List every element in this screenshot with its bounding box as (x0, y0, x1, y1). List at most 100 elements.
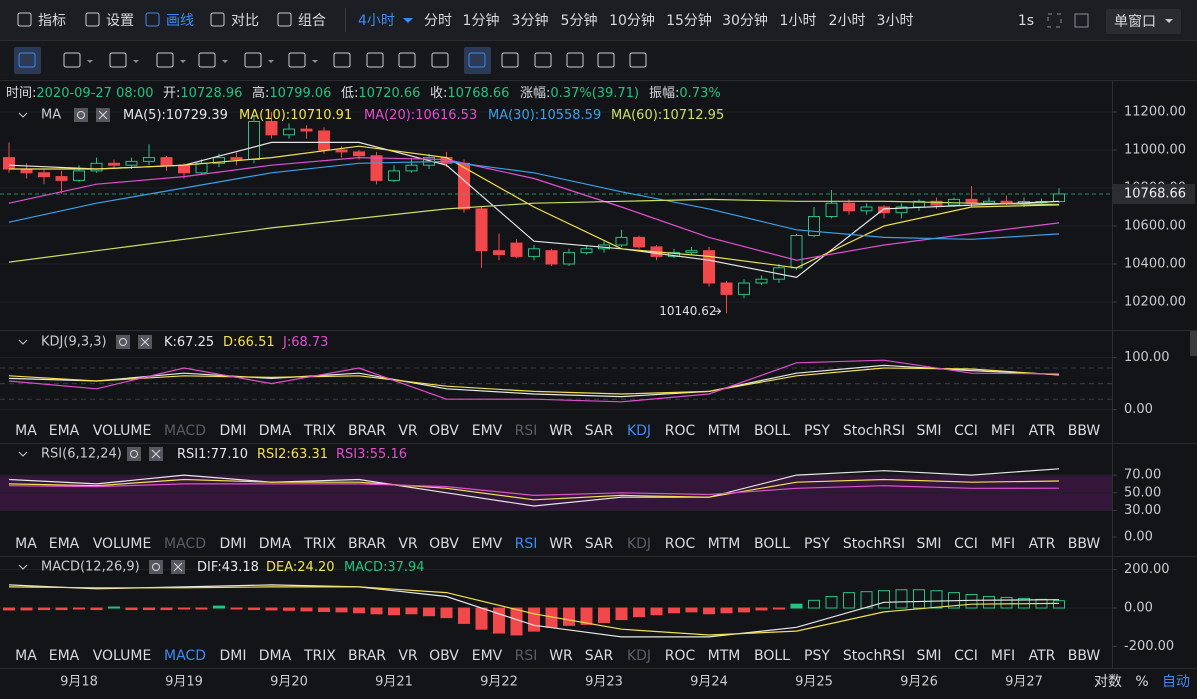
interval[interactable]: 3分钟 (512, 12, 549, 29)
indicator-tab[interactable]: WR (549, 648, 573, 664)
indicator-tab[interactable]: OBV (429, 536, 459, 552)
indicator-tab[interactable]: DMA (259, 423, 292, 439)
tool-icon[interactable] (534, 52, 552, 68)
indicator-tab[interactable]: VR (398, 536, 418, 552)
tool-icon[interactable] (501, 52, 519, 68)
indicator-tab[interactable]: EMV (472, 536, 503, 552)
indicator-tab[interactable]: MTM (708, 648, 741, 664)
indicator-tab[interactable]: BRAR (348, 536, 386, 552)
interval[interactable]: 2小时 (829, 13, 866, 29)
indicator-tab[interactable]: PSY (804, 536, 830, 552)
indicator-tab[interactable]: CCI (954, 648, 978, 664)
indicator-tab[interactable]: ROC (665, 648, 696, 664)
indicator-tab[interactable]: ROC (665, 423, 696, 439)
axis-control[interactable]: % (1135, 674, 1148, 690)
indicator-tab[interactable]: MA (15, 423, 37, 439)
tool-icon[interactable] (629, 52, 647, 68)
settings-icon[interactable] (116, 335, 130, 349)
indicator-tab[interactable]: TRIX (303, 536, 336, 552)
indicator-tab[interactable]: EMV (472, 648, 503, 664)
indicator-tab[interactable]: DMA (259, 536, 292, 552)
interval[interactable]: 1分钟 (463, 12, 500, 29)
tool-icon[interactable] (198, 52, 216, 68)
indicator-tab[interactable]: VOLUME (93, 536, 152, 552)
indicator-tab[interactable]: MFI (991, 423, 1015, 439)
indicator-tab[interactable]: VOLUME (93, 648, 152, 664)
tool-icon[interactable] (566, 52, 584, 68)
tool-icon[interactable] (398, 52, 416, 68)
tool-icon[interactable] (431, 52, 449, 68)
tool-icon[interactable] (366, 52, 384, 68)
indicator-tab[interactable]: KDJ (627, 536, 651, 552)
indicator-tab[interactable]: MFI (991, 536, 1015, 552)
collapse-arrow[interactable] (18, 112, 28, 118)
indicator-tab[interactable]: WR (549, 423, 573, 439)
interval[interactable]: 10分钟 (609, 12, 655, 29)
indicator-tab[interactable]: BOLL (754, 648, 790, 664)
indicator-tab[interactable]: SMI (916, 536, 941, 552)
interval[interactable]: 15分钟 (666, 12, 712, 29)
collapse-arrow[interactable] (18, 564, 28, 570)
interval[interactable]: 分时 (424, 13, 452, 29)
indicator-tab[interactable]: BRAR (348, 423, 386, 439)
menu-item[interactable]: 组合 (298, 13, 326, 29)
indicator-tab[interactable]: EMA (49, 536, 80, 552)
interval[interactable]: 3小时 (877, 13, 914, 29)
indicator-tab[interactable]: ATR (1029, 536, 1056, 552)
indicator-tab[interactable]: ROC (665, 536, 696, 552)
indicator-tab[interactable]: EMV (472, 423, 503, 439)
indicator-tab[interactable]: EMA (49, 648, 80, 664)
settings-icon[interactable] (127, 447, 141, 461)
window-select[interactable] (1106, 9, 1181, 34)
layout-icon[interactable] (1074, 13, 1089, 28)
interval[interactable]: 5分钟 (561, 12, 598, 29)
indicator-tab[interactable]: PSY (804, 648, 830, 664)
indicator-tab[interactable]: OBV (429, 423, 459, 439)
tool-icon[interactable] (156, 52, 174, 68)
indicator-tab[interactable]: MTM (708, 536, 741, 552)
indicator-tab[interactable]: BOLL (754, 536, 790, 552)
indicator-tab[interactable]: SAR (585, 423, 614, 439)
indicator-tab[interactable]: SMI (916, 648, 941, 664)
indicator-tab[interactable]: TRIX (303, 648, 336, 664)
indicator-tab[interactable]: DMA (259, 648, 292, 664)
indicator-tab[interactable]: ATR (1029, 423, 1056, 439)
tool-icon[interactable] (63, 52, 81, 68)
indicator-tab[interactable]: ATR (1029, 648, 1056, 664)
tool-icon[interactable] (288, 52, 306, 68)
indicator-tab[interactable]: BRAR (348, 648, 386, 664)
indicator-tab[interactable]: BOLL (754, 423, 790, 439)
indicator-tab[interactable]: MACD (164, 648, 206, 664)
menu-item[interactable]: 对比 (231, 13, 259, 29)
tool-icon[interactable] (333, 52, 351, 68)
refresh-rate[interactable]: 1s (1018, 13, 1034, 29)
indicator-tab[interactable]: DMI (220, 423, 247, 439)
indicator-tab[interactable]: RSI (515, 536, 538, 552)
indicator-tab[interactable]: SAR (585, 536, 614, 552)
indicator-tab[interactable]: MFI (991, 648, 1015, 664)
indicator-tab[interactable]: CCI (954, 423, 978, 439)
indicator-tab[interactable]: KDJ (627, 648, 651, 664)
collapse-arrow[interactable] (18, 339, 28, 345)
indicator-tab[interactable]: VOLUME (93, 423, 152, 439)
indicator-tab[interactable]: EMA (49, 423, 80, 439)
tool-icon[interactable] (244, 52, 262, 68)
fullscreen-icon[interactable] (1047, 13, 1062, 28)
tool-icon[interactable] (468, 52, 486, 68)
indicator-tab[interactable]: RSI (515, 423, 538, 439)
tool-icon[interactable] (109, 52, 127, 68)
collapse-arrow[interactable] (18, 451, 28, 457)
tool-icon[interactable] (18, 52, 36, 68)
menu-item[interactable]: 指标 (38, 13, 66, 29)
settings-icon[interactable] (74, 108, 88, 122)
indicator-tab[interactable]: SMI (916, 423, 941, 439)
indicator-tab[interactable]: OBV (429, 648, 459, 664)
interval-selected[interactable]: 4小时 (358, 13, 395, 29)
settings-icon[interactable] (149, 560, 163, 574)
axis-control[interactable]: 自动 (1162, 674, 1190, 690)
indicator-tab[interactable]: StochRSI (843, 423, 905, 439)
indicator-tab[interactable]: CCI (954, 536, 978, 552)
indicator-tab[interactable]: WR (549, 536, 573, 552)
indicator-tab[interactable]: VR (398, 648, 418, 664)
indicator-tab[interactable]: MACD (164, 536, 206, 552)
